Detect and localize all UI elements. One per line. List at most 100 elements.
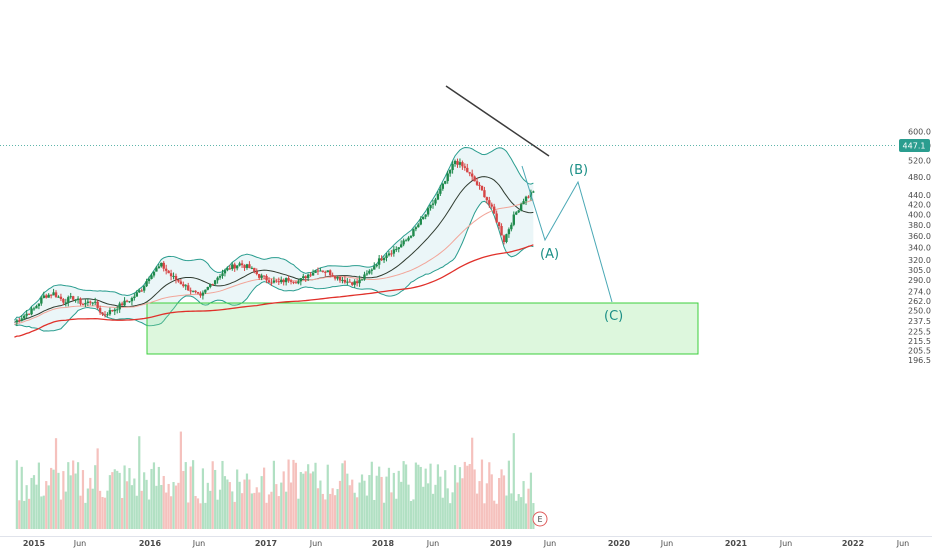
price-tick-label: 360.0	[908, 232, 931, 241]
candle-body	[213, 280, 217, 285]
candle-body	[282, 280, 285, 283]
volume-bar	[196, 498, 200, 529]
volume-bar	[409, 500, 413, 529]
candle-body	[399, 244, 403, 248]
volume-bar	[307, 464, 310, 529]
time-tick-label: 2017	[255, 539, 277, 548]
svg-text:E: E	[537, 515, 542, 524]
volume-bar	[449, 503, 452, 529]
candle-body	[23, 315, 26, 319]
candle-body	[336, 276, 339, 279]
candle-body	[419, 219, 422, 225]
volume-bar	[402, 461, 405, 529]
candle-body	[532, 191, 535, 193]
candle-body	[353, 281, 356, 285]
candle-body	[365, 273, 369, 275]
candle-body	[319, 270, 322, 272]
candle-body	[470, 173, 474, 177]
candle-body	[343, 279, 347, 283]
candle-body	[478, 184, 481, 186]
candle-body	[277, 281, 280, 283]
candle-body	[76, 298, 80, 300]
volume-bar	[118, 472, 121, 529]
candle-body	[311, 272, 315, 276]
volume-bar	[529, 472, 533, 529]
candle-body	[157, 266, 161, 269]
volume-bar	[380, 476, 383, 529]
candle-body	[89, 301, 92, 303]
volume-bar	[179, 431, 182, 529]
time-tick-label: Jun	[660, 539, 674, 548]
price-tick-label: 400.0	[908, 210, 931, 219]
volume-bar	[15, 460, 18, 529]
volume-bar	[35, 484, 38, 529]
candle-body	[402, 240, 405, 245]
volume-bar	[116, 470, 119, 529]
price-tick-label: 320.0	[908, 256, 931, 265]
volume-bar	[360, 474, 364, 529]
time-tick-label: Jun	[73, 539, 87, 548]
volume-bar	[326, 464, 329, 529]
candle-body	[67, 297, 70, 303]
candle-body	[375, 264, 378, 267]
candle-body	[441, 183, 445, 189]
time-tick-label: 2020	[608, 539, 631, 548]
volume-bar	[311, 471, 315, 529]
candle-body	[206, 286, 210, 290]
candle-body	[493, 206, 496, 214]
candle-body	[436, 193, 440, 200]
volume-bar	[441, 497, 444, 529]
volume-bar	[478, 481, 481, 529]
volume-bar	[214, 469, 217, 529]
candle-body	[377, 258, 381, 265]
candle-body	[62, 299, 65, 303]
candle-body	[160, 262, 163, 267]
time-axis[interactable]: 2015 Jun 2016 Jun 2017 Jun 2018 Jun 2019 Jun 2020 J…	[23, 539, 909, 548]
price-tick-label: 250.0	[908, 306, 931, 315]
candle-body	[49, 294, 53, 296]
price-tick-label: 290.0	[908, 276, 931, 285]
volume-bar	[150, 468, 153, 529]
volume-bar	[18, 500, 21, 529]
candle-body	[211, 284, 214, 286]
price-axis[interactable]: 600.0560.0520.0480.0440.0420.0400.0380.0…	[908, 127, 931, 364]
candle-body	[524, 196, 528, 202]
volume-bar	[32, 475, 36, 529]
earnings-marker[interactable]: E	[532, 511, 548, 527]
volume-bar	[275, 484, 278, 529]
price-tick-label: 480.0	[908, 173, 931, 182]
trend-line[interactable]	[445, 85, 550, 157]
candle-body	[238, 263, 241, 266]
wave-projection[interactable]	[521, 165, 613, 303]
candle-body	[409, 236, 413, 238]
volume-bar	[260, 476, 263, 529]
candle-body	[54, 292, 58, 297]
candle-body	[187, 285, 190, 291]
volume-bar	[143, 472, 146, 529]
volume-bar	[473, 469, 476, 529]
volume-bar	[25, 485, 28, 529]
candle-body	[162, 262, 165, 269]
volume-bar	[47, 485, 50, 529]
volume-bar	[343, 460, 346, 529]
candle-body	[169, 273, 173, 277]
candle-body	[495, 213, 498, 223]
candle-body	[316, 270, 320, 272]
volume-bar	[329, 493, 332, 529]
volume-bar	[397, 470, 400, 529]
time-tick-label: Jun	[779, 539, 793, 548]
volume-bar	[155, 485, 158, 529]
volume-bar	[91, 488, 94, 529]
volume-bar	[238, 481, 241, 529]
volume-bar	[424, 468, 427, 529]
candle-body	[260, 275, 263, 278]
volume-bar	[267, 494, 271, 529]
candle-body	[123, 300, 126, 306]
price-tick-label: 262.0	[908, 297, 931, 306]
candle-body	[272, 280, 276, 283]
price-tick-label: 205.5	[908, 347, 931, 356]
candle-body	[294, 282, 298, 284]
price-axis-bg	[897, 0, 932, 536]
candle-body	[510, 224, 513, 230]
